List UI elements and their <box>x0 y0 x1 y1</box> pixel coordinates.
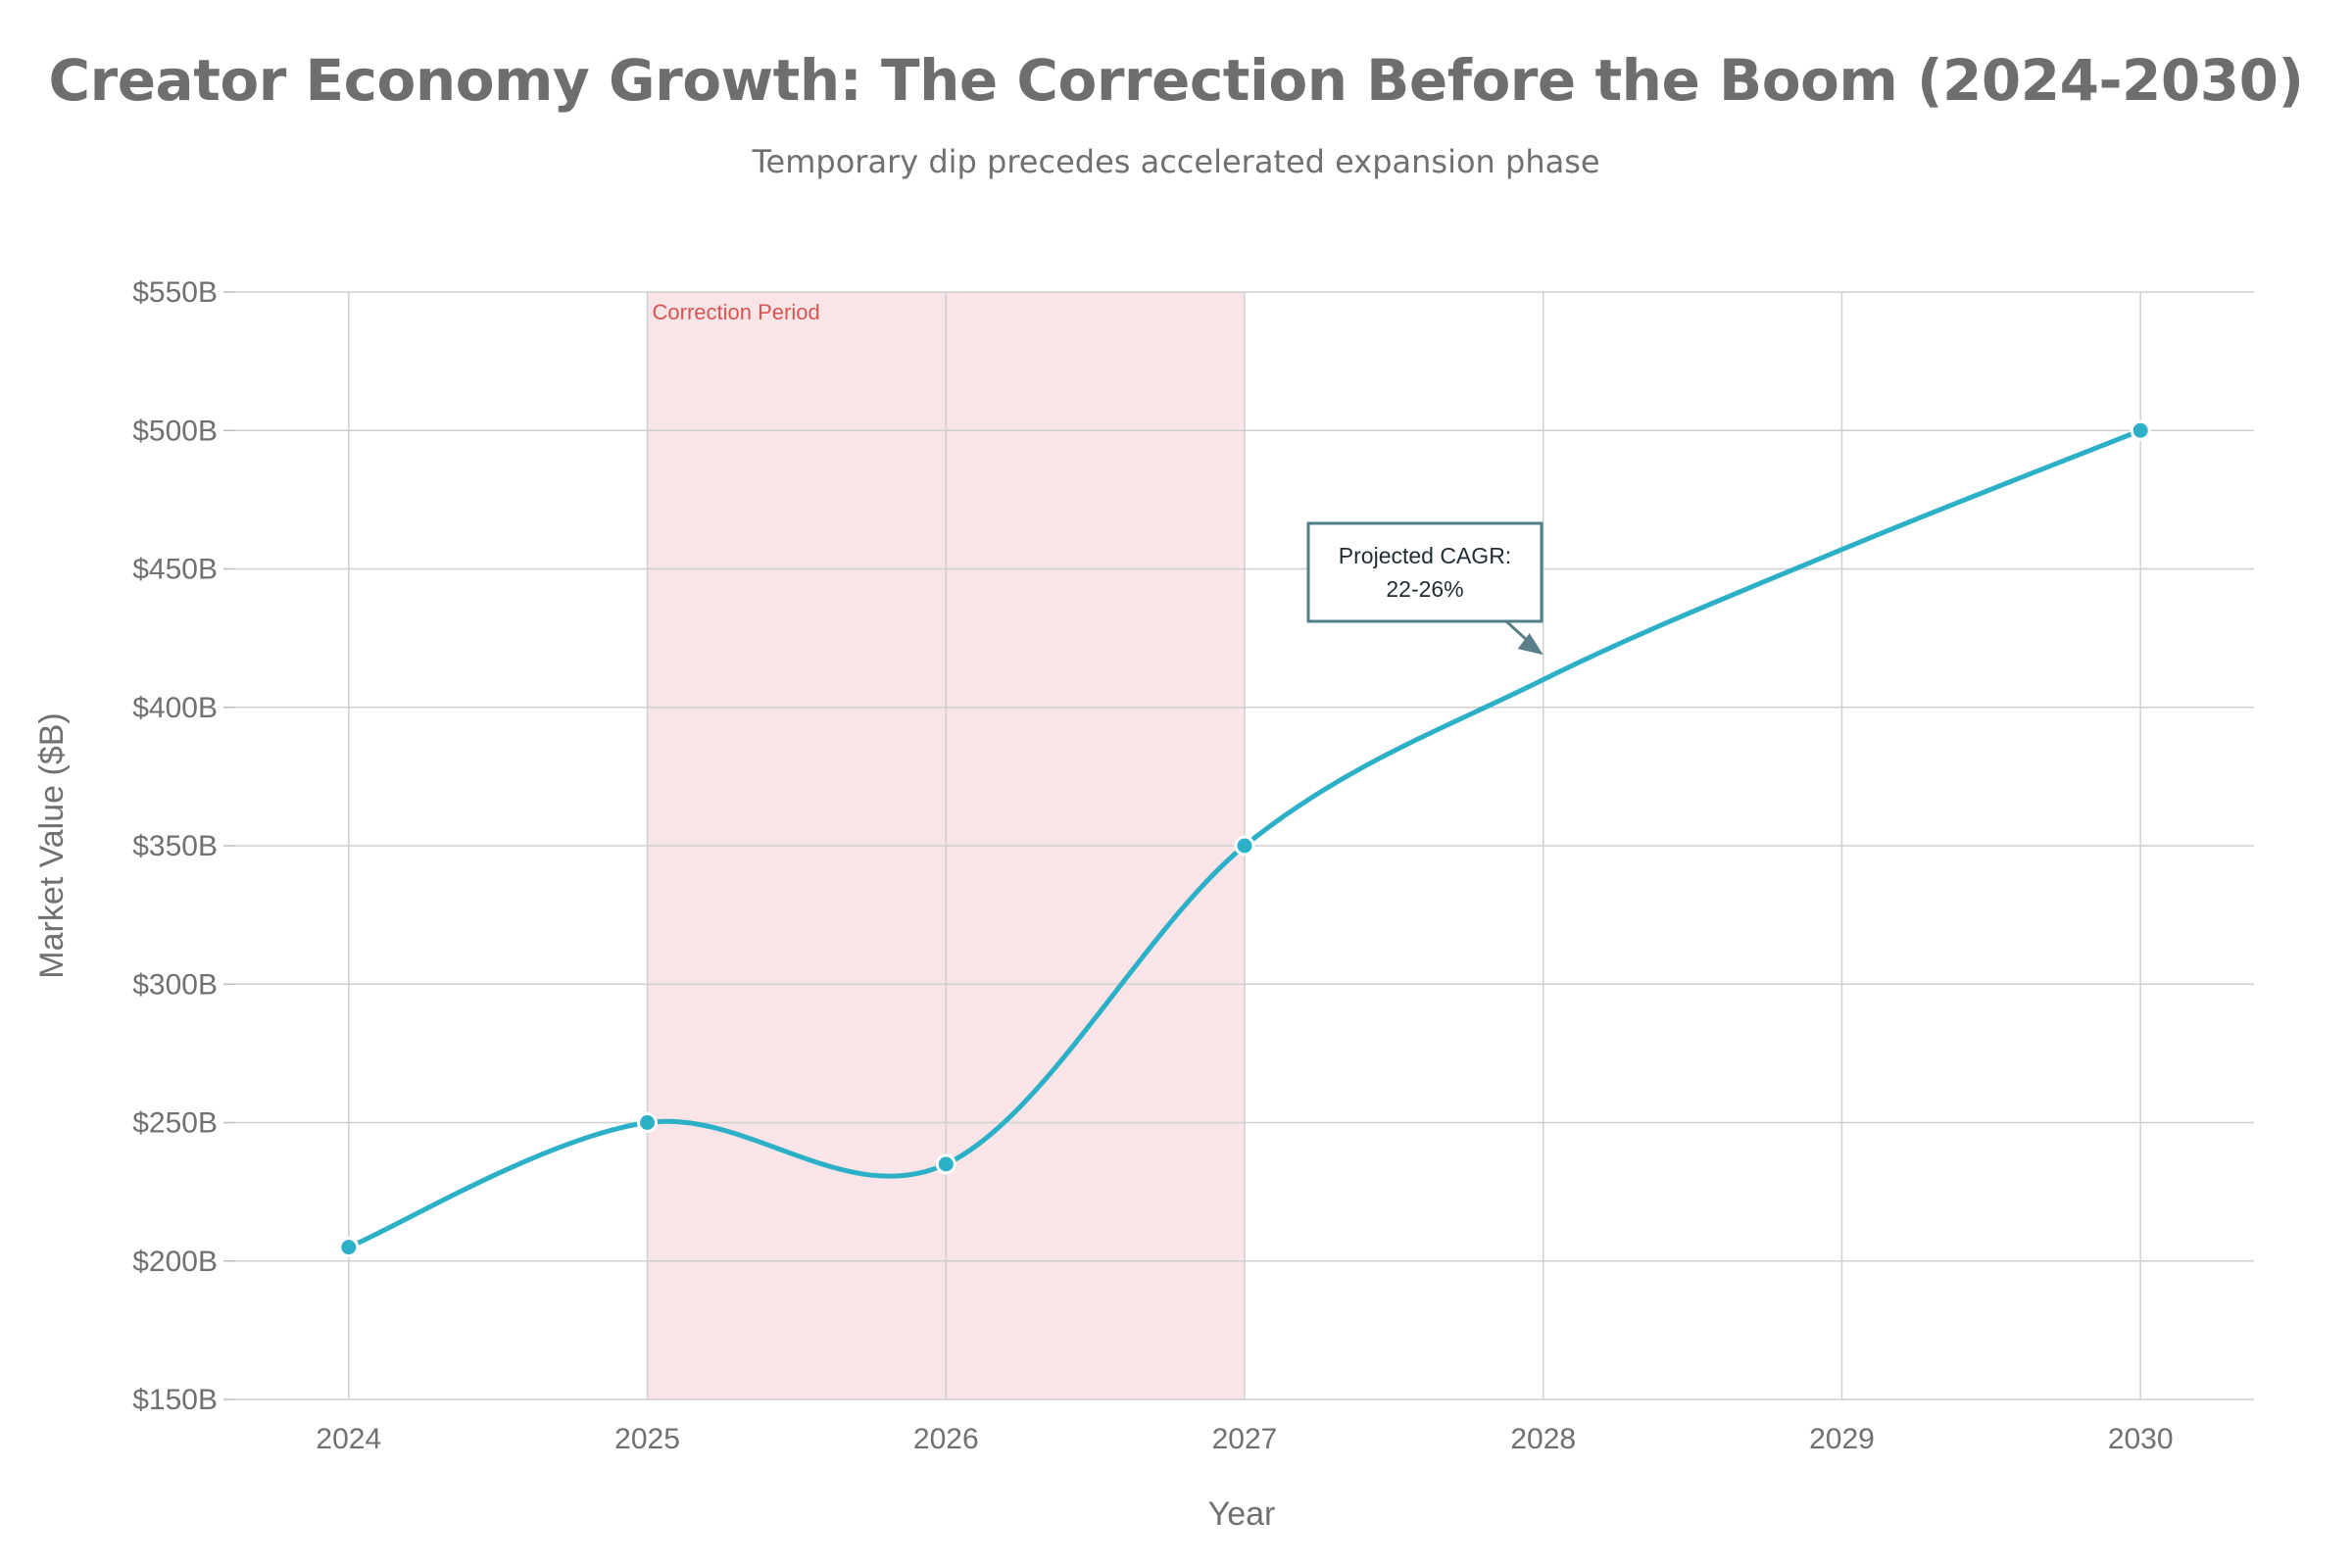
annotation-arrow-head <box>1517 633 1544 656</box>
annotation-text-line1: Projected CAGR: <box>1339 543 1511 568</box>
chart-title: Creator Economy Growth: The Correction B… <box>48 47 2304 114</box>
y-tick-label: $450B <box>132 554 218 586</box>
x-tick-label: 2028 <box>1510 1423 1576 1455</box>
y-tick-label: $350B <box>132 830 218 862</box>
data-point-2026 <box>935 1153 956 1175</box>
x-tick-label: 2029 <box>1809 1423 1875 1455</box>
y-tick-label: $200B <box>132 1246 218 1278</box>
annotation-text-line2: 22-26% <box>1386 576 1463 602</box>
y-tick-label: $300B <box>132 968 218 1001</box>
chart-subtitle: Temporary dip precedes accelerated expan… <box>752 143 1600 180</box>
data-point-2025 <box>637 1112 659 1133</box>
x-tick-label: 2024 <box>316 1423 381 1455</box>
x-tick-label: 2025 <box>614 1423 680 1455</box>
data-point-2030 <box>2130 419 2151 441</box>
y-tick-label: $550B <box>132 276 218 309</box>
x-tick-label: 2027 <box>1212 1423 1278 1455</box>
y-axis-title: Market Value ($B) <box>33 712 71 978</box>
x-axis-title: Year <box>1208 1495 1276 1533</box>
y-tick-label: $400B <box>132 692 218 724</box>
y-tick-label: $250B <box>132 1107 218 1140</box>
y-tick-label: $150B <box>132 1384 218 1416</box>
x-tick-label: 2030 <box>2108 1423 2174 1455</box>
correction-period-label: Correction Period <box>653 300 820 324</box>
annotation-box <box>1306 521 1544 623</box>
x-tick-label: 2026 <box>913 1423 979 1455</box>
data-point-2024 <box>338 1237 360 1258</box>
y-tick-label: $500B <box>132 415 218 447</box>
data-point-2027 <box>1234 835 1255 857</box>
